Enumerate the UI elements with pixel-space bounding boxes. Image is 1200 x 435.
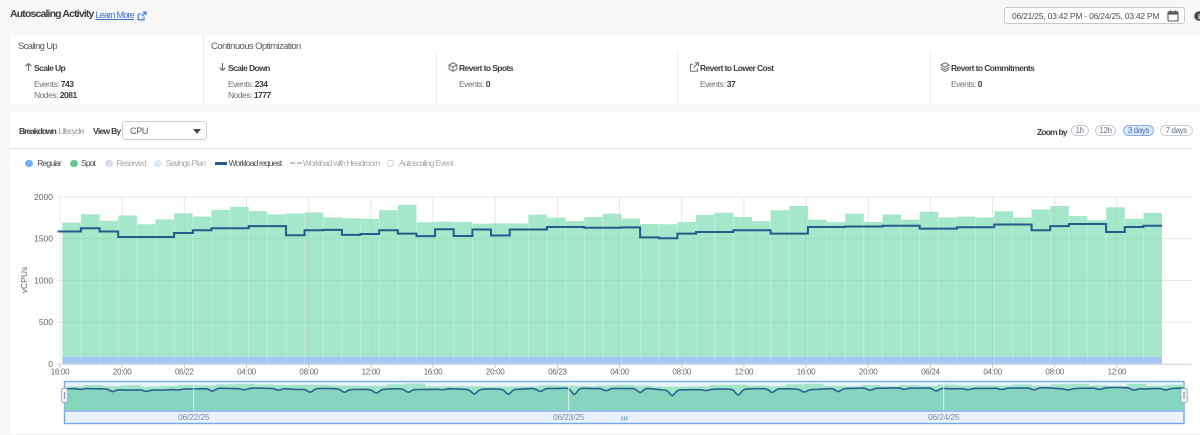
svg-text:0: 0 — [48, 359, 53, 369]
svg-text:12:00: 12:00 — [362, 368, 381, 377]
svg-text:16:00: 16:00 — [51, 368, 70, 377]
svg-text:12:00: 12:00 — [1108, 368, 1127, 377]
svg-text:06/23/25: 06/23/25 — [553, 412, 585, 422]
svg-text:08:00: 08:00 — [672, 368, 691, 377]
svg-text:06/24: 06/24 — [921, 368, 940, 377]
svg-text:04:00: 04:00 — [983, 368, 1002, 377]
svg-text:16:00: 16:00 — [797, 368, 816, 377]
svg-text:i: i — [1197, 12, 1199, 21]
svg-text:16:00: 16:00 — [424, 368, 443, 377]
svg-text:vCPUs: vCPUs — [19, 267, 29, 293]
svg-text:2000: 2000 — [34, 192, 53, 202]
svg-text:04:00: 04:00 — [237, 368, 256, 377]
svg-text:06/22/25: 06/22/25 — [178, 412, 210, 422]
svg-text:06/22: 06/22 — [175, 368, 194, 377]
svg-text:06/23: 06/23 — [548, 368, 567, 377]
svg-text:08:00: 08:00 — [1045, 368, 1064, 377]
svg-text:20:00: 20:00 — [859, 368, 878, 377]
svg-text:04:00: 04:00 — [610, 368, 629, 377]
svg-text:20:00: 20:00 — [486, 368, 505, 377]
svg-text:1500: 1500 — [34, 234, 53, 244]
svg-text:20:00: 20:00 — [113, 368, 132, 377]
svg-text:06/24/25: 06/24/25 — [928, 412, 960, 422]
svg-text:12:00: 12:00 — [735, 368, 754, 377]
svg-text:08:00: 08:00 — [299, 368, 318, 377]
svg-text:1000: 1000 — [34, 275, 53, 285]
svg-text:500: 500 — [39, 317, 53, 327]
